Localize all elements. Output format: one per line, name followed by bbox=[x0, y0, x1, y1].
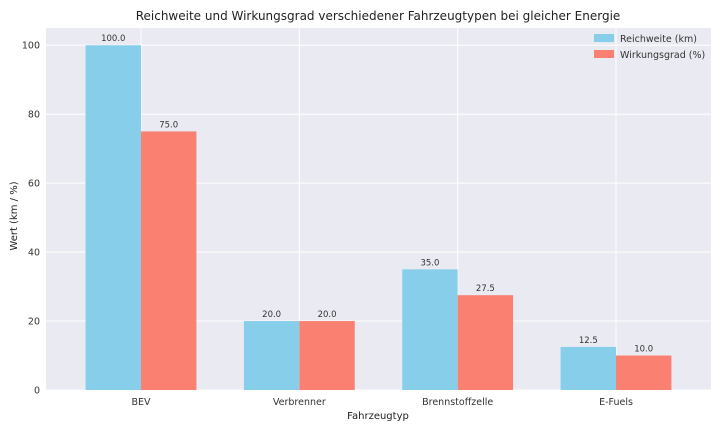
data-label: 35.0 bbox=[420, 258, 439, 268]
y-tick-label: 20 bbox=[28, 317, 40, 328]
bar bbox=[85, 45, 141, 390]
y-tick-label: 60 bbox=[28, 179, 40, 190]
bar bbox=[299, 321, 355, 390]
bar bbox=[457, 295, 514, 390]
legend-label: Wirkungsgrad (%) bbox=[620, 50, 705, 61]
bar bbox=[243, 321, 300, 390]
legend-swatch bbox=[594, 50, 614, 58]
bar bbox=[141, 131, 197, 390]
y-tick-label: 40 bbox=[28, 248, 40, 259]
x-axis-label: Fahrzeugtyp bbox=[347, 411, 409, 422]
data-label: 10.0 bbox=[634, 345, 653, 355]
data-label: 20.0 bbox=[318, 310, 337, 320]
data-label: 27.5 bbox=[476, 284, 495, 294]
data-label: 75.0 bbox=[159, 120, 178, 130]
y-axis-label: Wert (km / %) bbox=[9, 181, 20, 250]
legend-swatch bbox=[594, 34, 614, 42]
y-axis-ticks: 0 20 40 60 80 100 bbox=[22, 41, 40, 397]
y-tick-label: 100 bbox=[22, 41, 40, 52]
y-tick-label: 80 bbox=[28, 110, 40, 121]
bar bbox=[616, 355, 672, 390]
data-label: 12.5 bbox=[579, 336, 598, 346]
legend-label: Reichweite (km) bbox=[620, 34, 697, 45]
chart-title: Reichweite und Wirkungsgrad verschiedene… bbox=[136, 9, 621, 23]
legend: Reichweite (km) Wirkungsgrad (%) bbox=[594, 34, 705, 61]
x-tick-label: Verbrenner bbox=[273, 397, 326, 408]
x-tick-label: Brennstoffzelle bbox=[422, 397, 493, 408]
data-label: 100.0 bbox=[101, 34, 125, 44]
bar bbox=[402, 269, 458, 390]
bar bbox=[560, 346, 616, 390]
x-tick-label: E-Fuels bbox=[599, 397, 633, 408]
data-labels: 100.0 20.0 35.0 12.5 75.0 20.0 27.5 10.0 bbox=[101, 34, 653, 354]
data-label: 20.0 bbox=[262, 310, 281, 320]
y-tick-label: 0 bbox=[34, 386, 40, 397]
x-axis-ticks: BEV Verbrenner Brennstoffzelle E-Fuels bbox=[131, 397, 632, 408]
x-tick-label: BEV bbox=[131, 397, 151, 408]
bars bbox=[85, 45, 672, 390]
